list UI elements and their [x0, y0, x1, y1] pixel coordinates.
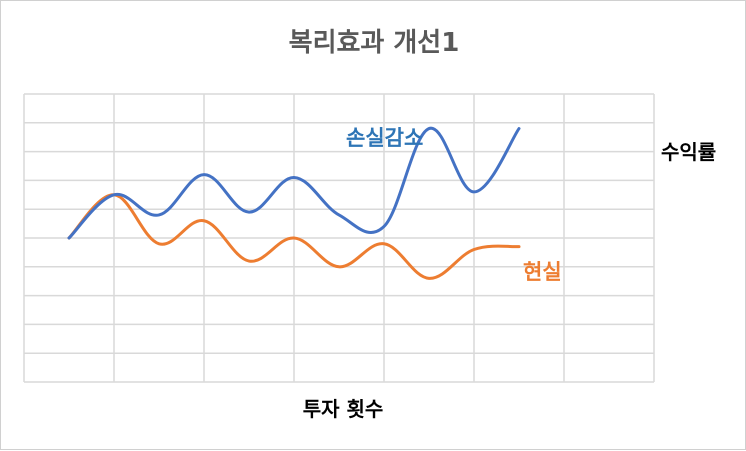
y-axis-label: 수익률	[661, 140, 716, 164]
grid	[23, 93, 655, 383]
series-lines	[67, 127, 521, 280]
chart-title: 복리효과 개선1	[289, 28, 460, 58]
x-axis-label: 투자 횟수	[303, 397, 384, 421]
series-line-0	[67, 127, 521, 240]
series-line-1	[67, 193, 521, 280]
series-label-reality: 현실	[523, 260, 562, 284]
series-label-loss-reduction: 손실감소	[346, 126, 423, 150]
